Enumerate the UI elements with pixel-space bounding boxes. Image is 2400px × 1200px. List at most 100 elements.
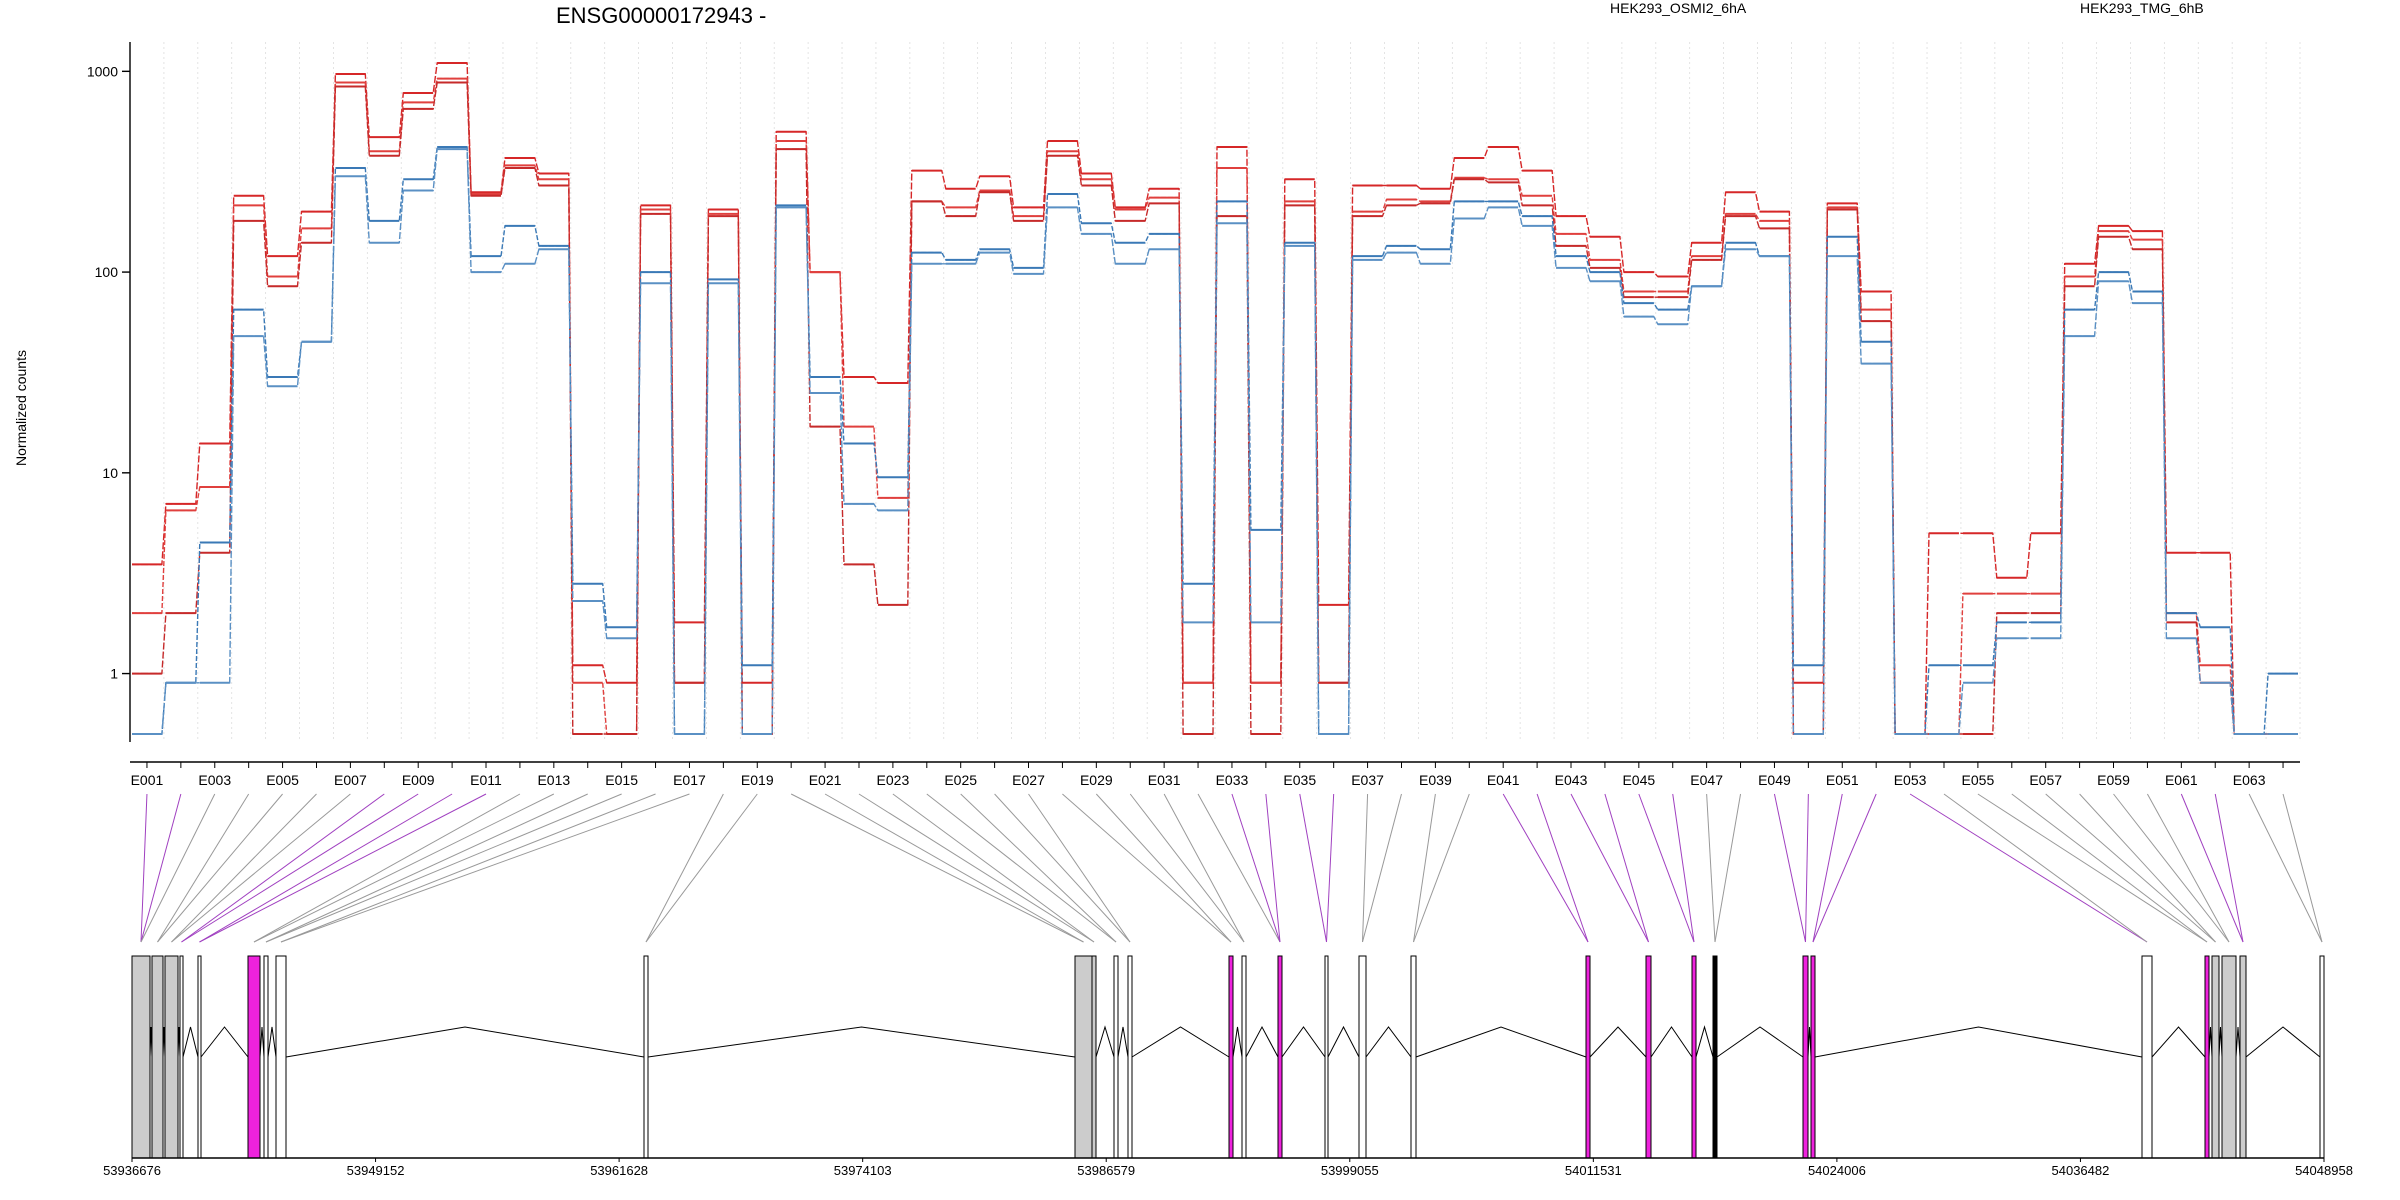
genomic-tick-label: 53949152 bbox=[347, 1163, 405, 1178]
intron-line bbox=[1131, 1026, 1230, 1058]
exon-label: E015 bbox=[605, 772, 638, 788]
exon-connector bbox=[2045, 793, 2216, 943]
exon-label: E021 bbox=[809, 772, 842, 788]
exon-connector bbox=[199, 793, 453, 943]
exon-block bbox=[151, 955, 164, 1159]
exon-connector bbox=[1299, 793, 1327, 943]
exon-connector bbox=[253, 793, 521, 943]
intron-line bbox=[2151, 1026, 2206, 1058]
exon-connector bbox=[140, 793, 182, 943]
exon-label: E055 bbox=[1962, 772, 1995, 788]
intron-line bbox=[2245, 1026, 2321, 1058]
exon-connector bbox=[858, 793, 1095, 943]
exon-connector bbox=[2146, 793, 2230, 943]
exon-connector bbox=[1570, 793, 1649, 943]
exon-connector bbox=[1265, 793, 1281, 943]
exon-block bbox=[1410, 955, 1417, 1159]
legend-entry-osmi2: HEK293_OSMI2_6hA bbox=[1610, 0, 1747, 16]
exon-connector bbox=[1977, 793, 2208, 943]
intron-line bbox=[182, 1026, 199, 1058]
exon-block bbox=[179, 955, 184, 1159]
exon-connector bbox=[2214, 793, 2244, 943]
exon-connector bbox=[1362, 793, 1369, 943]
exon-block bbox=[1358, 955, 1367, 1159]
genomic-tick-label: 53986579 bbox=[1077, 1163, 1135, 1178]
intron-line bbox=[2235, 1026, 2241, 1058]
exon-connector bbox=[645, 793, 724, 943]
series-line bbox=[132, 146, 2298, 735]
intron-line bbox=[647, 1026, 1076, 1058]
exon-block bbox=[1324, 955, 1329, 1159]
exon-connector bbox=[1805, 793, 1809, 943]
exon-label: E029 bbox=[1080, 772, 1113, 788]
intron-line bbox=[1281, 1026, 1326, 1058]
legend-entry-tmg: HEK293_TMG_6hB bbox=[2080, 0, 2204, 16]
exon-connector bbox=[157, 793, 283, 943]
exon-label: E031 bbox=[1148, 772, 1181, 788]
exon-connector bbox=[1163, 793, 1245, 943]
intron-line bbox=[1716, 1026, 1804, 1058]
exon-connectors bbox=[140, 793, 2323, 943]
series-line bbox=[132, 148, 2298, 735]
exon-connector bbox=[1536, 793, 1589, 943]
exon-connector bbox=[2011, 793, 2208, 943]
exon-connector bbox=[181, 793, 385, 943]
exon-label: E057 bbox=[2029, 772, 2062, 788]
exon-connector bbox=[1672, 793, 1695, 943]
exon-block bbox=[1241, 955, 1247, 1159]
intron-line bbox=[1327, 1025, 1360, 1058]
exon-label: E053 bbox=[1894, 772, 1927, 788]
exon-block bbox=[2319, 955, 2325, 1159]
exon-label: E009 bbox=[402, 772, 435, 788]
exon-connector bbox=[790, 793, 1084, 943]
exon-connector bbox=[2248, 793, 2323, 943]
intron-line bbox=[267, 1026, 277, 1058]
exon-connector bbox=[1773, 793, 1806, 943]
y-tick-label: 100 bbox=[95, 264, 119, 280]
exon-connector bbox=[1413, 793, 1436, 943]
exon-connector bbox=[926, 793, 1117, 943]
intron-line bbox=[1365, 1026, 1412, 1058]
exon-connector bbox=[2079, 793, 2216, 943]
exon-block bbox=[1228, 955, 1234, 1159]
exon-connector bbox=[2180, 793, 2244, 943]
exon-label: E017 bbox=[673, 772, 706, 788]
exon-axis: E001 E003 E005 E007 E009 E011 E013 E015 E017 E019… bbox=[130, 761, 2300, 788]
exon-block bbox=[164, 955, 179, 1159]
exon-label: E035 bbox=[1283, 772, 1316, 788]
exon-label: E011 bbox=[470, 772, 502, 788]
genomic-tick-label: 53999055 bbox=[1321, 1163, 1379, 1178]
exon-label: E013 bbox=[537, 772, 570, 788]
exon-block bbox=[197, 955, 202, 1159]
exon-connector bbox=[1231, 793, 1281, 943]
exon-label: E027 bbox=[1012, 772, 1045, 788]
exon-block bbox=[263, 955, 269, 1159]
exon-connector bbox=[1197, 793, 1281, 943]
genomic-tick-label: 53974103 bbox=[834, 1163, 892, 1178]
exon-block bbox=[1802, 955, 1809, 1159]
intron-line bbox=[1095, 1025, 1115, 1058]
exon-label: E063 bbox=[2233, 772, 2266, 788]
exon-connector bbox=[645, 793, 758, 943]
intron-line bbox=[285, 1026, 645, 1058]
exon-label: E019 bbox=[741, 772, 774, 788]
exon-connector bbox=[1362, 793, 1402, 943]
exon-label: E037 bbox=[1351, 772, 1384, 788]
genomic-tick-label: 53936676 bbox=[103, 1163, 161, 1178]
exon-connector bbox=[1095, 793, 1232, 943]
exon-connector bbox=[265, 793, 588, 943]
exon-block bbox=[275, 955, 287, 1159]
exon-connector bbox=[157, 793, 250, 943]
exon-block bbox=[2221, 955, 2237, 1159]
y-tick-label: 10 bbox=[102, 465, 118, 481]
exon-connector bbox=[1028, 793, 1131, 943]
exon-connector bbox=[1326, 793, 1335, 943]
intron-line bbox=[1589, 1026, 1647, 1058]
gene-model bbox=[131, 955, 2325, 1159]
intron-line bbox=[1245, 1025, 1279, 1058]
exon-label: E033 bbox=[1216, 772, 1249, 788]
exon-label: E041 bbox=[1487, 772, 1520, 788]
exon-label: E007 bbox=[334, 772, 367, 788]
exon-block bbox=[2204, 955, 2210, 1159]
